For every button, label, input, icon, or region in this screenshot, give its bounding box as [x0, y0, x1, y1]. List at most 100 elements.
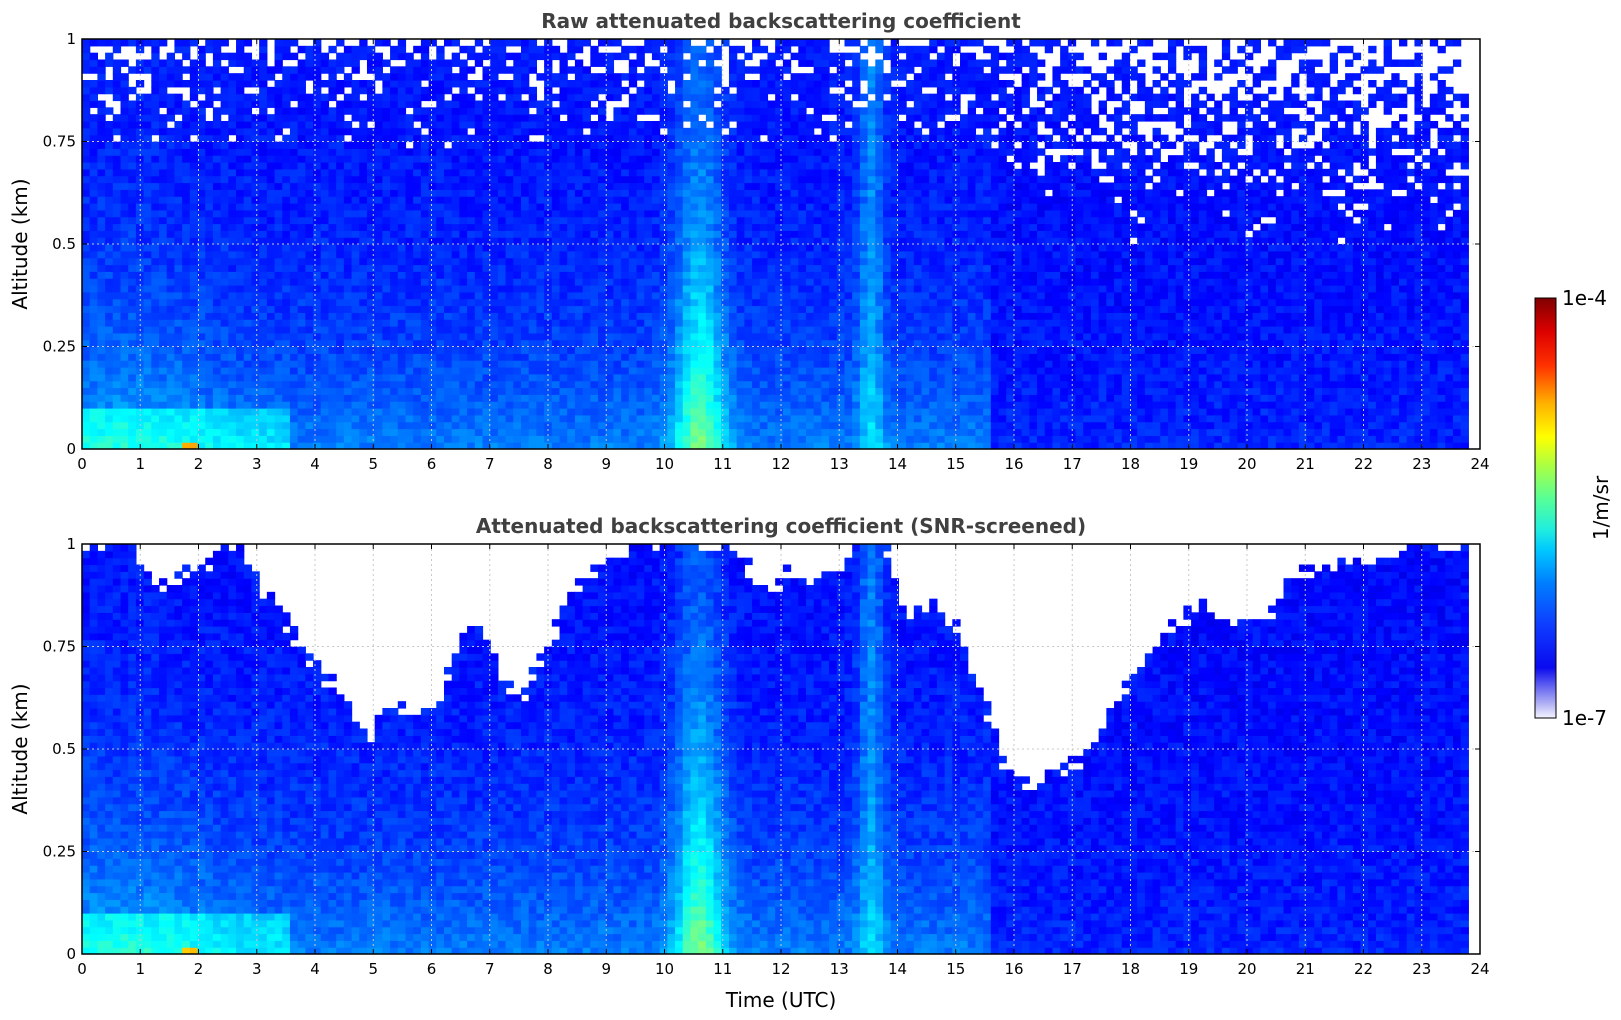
heatmap-cell: [189, 162, 199, 170]
heatmap-cell: [166, 408, 176, 416]
heatmap-cell: [320, 59, 330, 67]
heatmap-cell: [397, 339, 407, 348]
heatmap-cell: [428, 360, 437, 368]
heatmap-cell: [336, 182, 345, 190]
heatmap-cell: [282, 353, 291, 361]
heatmap-cell: [482, 141, 491, 149]
heatmap-cell: [567, 339, 576, 348]
heatmap-cell: [459, 196, 468, 204]
heatmap-cell: [212, 189, 222, 197]
heatmap-cell: [259, 401, 268, 409]
heatmap-cell: [505, 332, 514, 341]
heatmap-cell: [390, 312, 399, 320]
heatmap-cell: [382, 121, 391, 129]
heatmap-cell: [644, 100, 653, 108]
heatmap-cell: [251, 271, 260, 279]
heatmap-cell: [343, 435, 353, 443]
heatmap-cell: [559, 435, 568, 443]
heatmap-cell: [420, 59, 430, 67]
heatmap-cell: [474, 394, 484, 402]
heatmap-cell: [505, 209, 514, 218]
heatmap-cell: [551, 332, 561, 341]
heatmap-cell: [736, 442, 745, 449]
heatmap-cell: [336, 380, 345, 389]
heatmap-cell: [251, 114, 260, 122]
heatmap-cell: [752, 264, 761, 272]
heatmap-cell: [120, 435, 129, 443]
heatmap-cell: [289, 86, 299, 95]
heatmap-cell: [143, 196, 152, 204]
heatmap-cell: [220, 387, 229, 395]
heatmap-cell: [305, 414, 314, 423]
heatmap-cell: [236, 196, 245, 204]
heatmap-cell: [343, 278, 353, 286]
heatmap-cell: [628, 223, 638, 231]
heatmap-cell: [282, 45, 291, 54]
heatmap-cell: [621, 175, 630, 184]
heatmap-cell: [243, 216, 253, 225]
heatmap-cell: [89, 209, 98, 218]
heatmap-cell: [197, 387, 206, 395]
heatmap-cell: [97, 271, 106, 279]
heatmap-cell: [382, 291, 391, 300]
heatmap-cell: [112, 373, 122, 382]
heatmap-cell: [89, 223, 98, 231]
heatmap-cell: [698, 73, 707, 81]
heatmap-cell: [243, 401, 253, 409]
heatmap-cell: [382, 80, 391, 88]
heatmap-cell: [420, 162, 430, 170]
heatmap-cell: [667, 230, 676, 238]
heatmap-cell: [621, 360, 630, 368]
heatmap-cell: [713, 134, 722, 143]
heatmap-cell: [259, 52, 268, 61]
heatmap-cell: [536, 291, 545, 300]
heatmap-cell: [436, 414, 445, 423]
heatmap-cell: [574, 271, 584, 279]
heatmap-cell: [490, 414, 499, 423]
heatmap-cell: [497, 278, 507, 286]
heatmap-cell: [744, 175, 753, 184]
heatmap-cell: [613, 312, 622, 320]
heatmap-cell: [682, 155, 692, 163]
heatmap-cell: [120, 380, 129, 389]
heatmap-cell: [621, 264, 630, 272]
heatmap-cell: [220, 189, 229, 197]
heatmap-cell: [574, 39, 584, 47]
heatmap-cell: [313, 73, 322, 81]
heatmap-cell: [405, 250, 414, 259]
heatmap-cell: [212, 285, 222, 293]
heatmap-cell: [305, 305, 314, 313]
heatmap-cell: [713, 52, 722, 61]
heatmap-cell: [705, 52, 715, 61]
heatmap-cell: [89, 100, 98, 108]
heatmap-cell: [289, 52, 299, 61]
heatmap-cell: [313, 39, 322, 47]
heatmap-cell: [613, 414, 622, 423]
heatmap-cell: [497, 175, 507, 184]
heatmap-cell: [536, 339, 545, 348]
heatmap-cell: [313, 209, 322, 218]
heatmap-cell: [174, 127, 183, 136]
heatmap-cell: [574, 148, 584, 156]
heatmap-cell: [613, 182, 622, 190]
heatmap-cell: [659, 408, 668, 416]
heatmap-cell: [628, 121, 638, 129]
heatmap-cell: [374, 182, 383, 190]
heatmap-cell: [428, 189, 437, 197]
heatmap-cell: [598, 442, 607, 449]
heatmap-cell: [82, 421, 91, 430]
heatmap-cell: [174, 271, 183, 279]
heatmap-cell: [721, 298, 730, 307]
heatmap-cell: [536, 175, 545, 184]
heatmap-cell: [559, 189, 568, 197]
heatmap-cell: [443, 237, 453, 245]
heatmap-cell: [243, 421, 253, 430]
heatmap-cell: [82, 127, 91, 136]
heatmap-cell: [497, 127, 507, 136]
heatmap-cell: [752, 387, 761, 395]
heatmap-cell: [521, 162, 530, 170]
heatmap-cell: [528, 442, 538, 449]
heatmap-cell: [521, 100, 530, 108]
heatmap-cell: [143, 223, 152, 231]
heatmap-cell: [413, 319, 422, 327]
